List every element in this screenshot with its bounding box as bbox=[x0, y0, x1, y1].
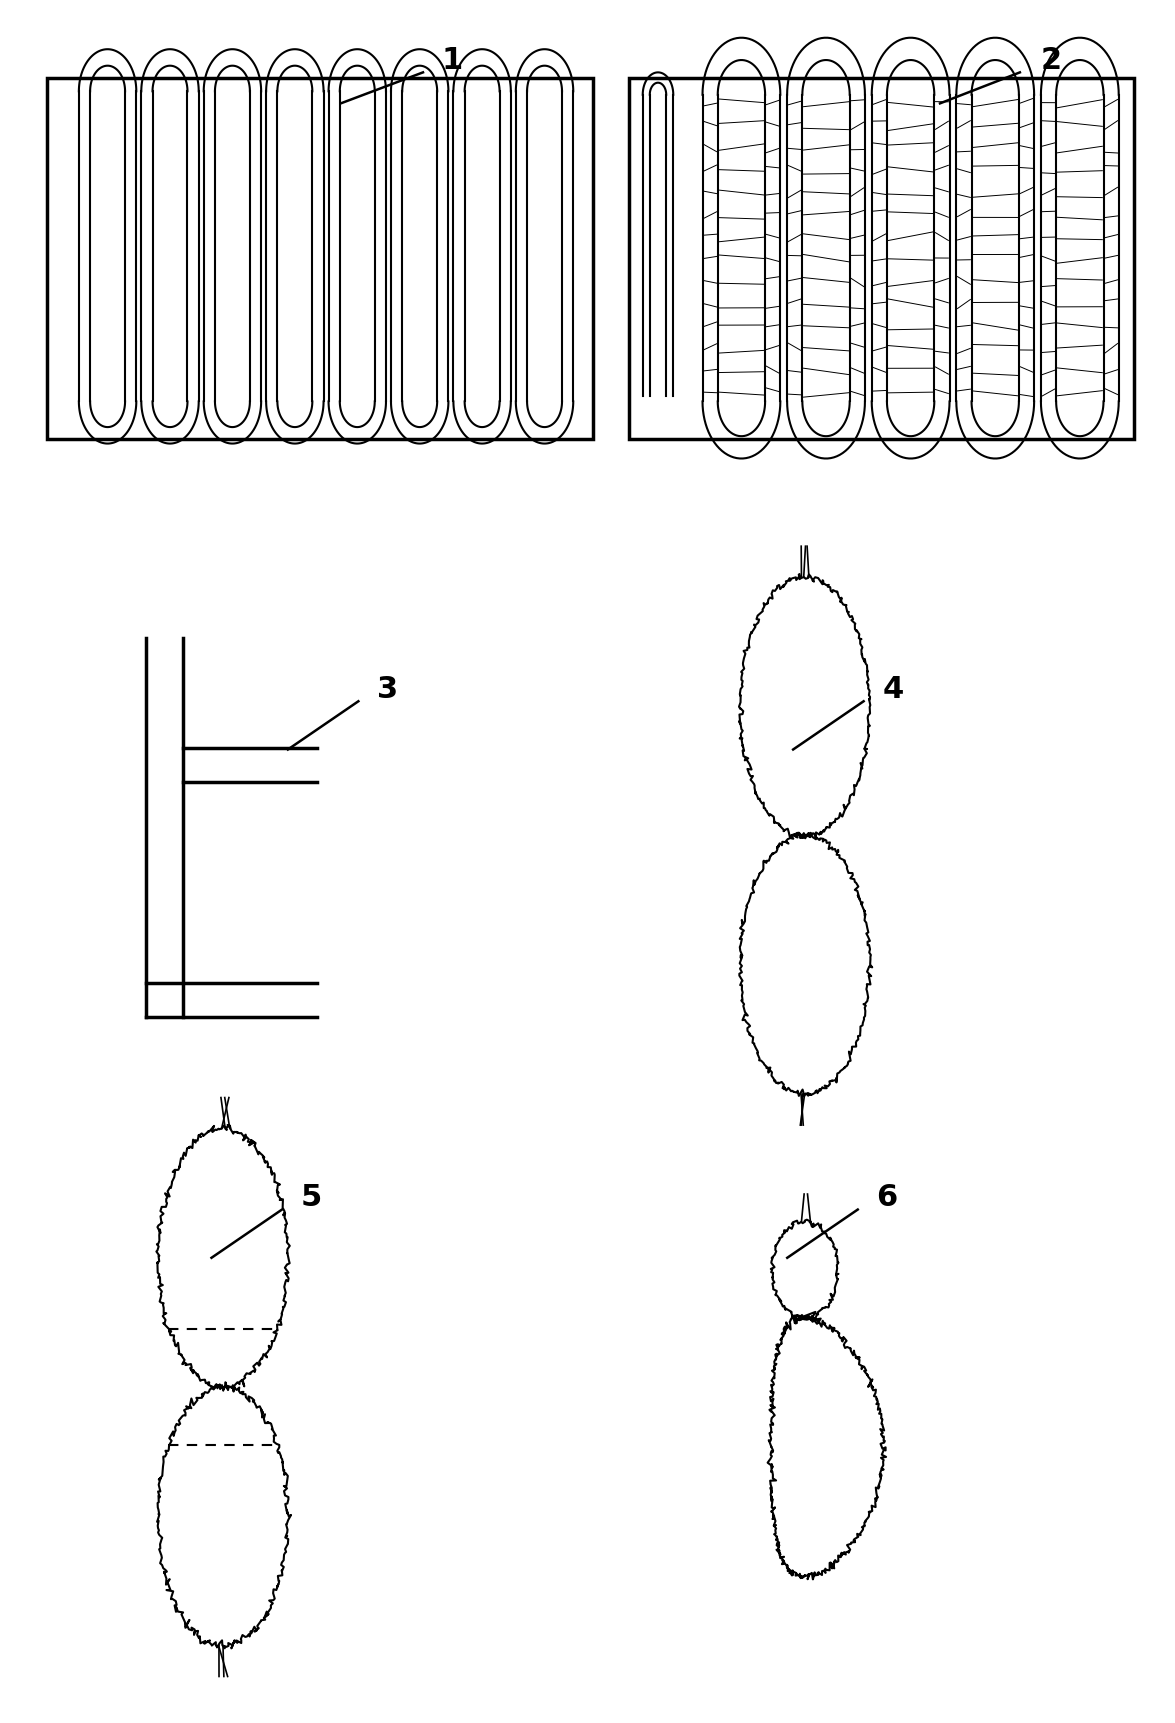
Text: 5: 5 bbox=[301, 1184, 322, 1211]
Text: 6: 6 bbox=[877, 1184, 898, 1211]
Text: 3: 3 bbox=[377, 675, 398, 703]
Text: 2: 2 bbox=[1041, 47, 1062, 74]
Bar bbox=[629, 78, 1134, 439]
Text: 1: 1 bbox=[442, 47, 463, 74]
Bar bbox=[47, 78, 593, 439]
Text: 4: 4 bbox=[882, 675, 904, 703]
